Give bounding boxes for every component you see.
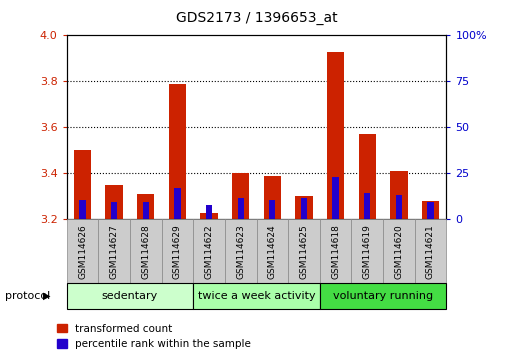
Bar bbox=[143, 202, 149, 219]
Text: GSM114621: GSM114621 bbox=[426, 224, 435, 279]
Legend: transformed count, percentile rank within the sample: transformed count, percentile rank withi… bbox=[56, 324, 251, 349]
Bar bbox=[295, 196, 312, 219]
Bar bbox=[390, 171, 407, 219]
Bar bbox=[238, 198, 244, 219]
Bar bbox=[359, 135, 376, 219]
Text: twice a week activity: twice a week activity bbox=[198, 291, 315, 301]
Text: ▶: ▶ bbox=[43, 291, 50, 301]
Text: sedentary: sedentary bbox=[102, 291, 158, 301]
Bar bbox=[422, 201, 439, 219]
Text: GSM114627: GSM114627 bbox=[110, 224, 119, 279]
Bar bbox=[106, 185, 123, 219]
Text: GSM114626: GSM114626 bbox=[78, 224, 87, 279]
Bar bbox=[74, 150, 91, 219]
Bar bbox=[232, 173, 249, 219]
Bar bbox=[169, 84, 186, 219]
Text: GSM114620: GSM114620 bbox=[394, 224, 403, 279]
Text: GDS2173 / 1396653_at: GDS2173 / 1396653_at bbox=[175, 11, 338, 25]
Text: GSM114622: GSM114622 bbox=[205, 224, 213, 279]
Bar bbox=[301, 198, 307, 219]
Bar bbox=[264, 176, 281, 219]
Text: GSM114625: GSM114625 bbox=[300, 224, 308, 279]
Bar bbox=[269, 200, 275, 219]
Bar bbox=[174, 188, 181, 219]
Bar bbox=[137, 194, 154, 219]
Text: voluntary running: voluntary running bbox=[333, 291, 433, 301]
Text: GSM114623: GSM114623 bbox=[236, 224, 245, 279]
Bar bbox=[332, 177, 339, 219]
Bar bbox=[396, 195, 402, 219]
Bar bbox=[80, 200, 86, 219]
Text: GSM114624: GSM114624 bbox=[268, 224, 277, 279]
Text: GSM114628: GSM114628 bbox=[141, 224, 150, 279]
Bar bbox=[201, 213, 218, 219]
Text: GSM114629: GSM114629 bbox=[173, 224, 182, 279]
Bar bbox=[327, 51, 344, 219]
Text: protocol: protocol bbox=[5, 291, 50, 301]
Bar bbox=[111, 202, 117, 219]
Bar bbox=[364, 193, 370, 219]
Text: GSM114618: GSM114618 bbox=[331, 224, 340, 279]
Bar bbox=[427, 202, 433, 219]
Text: GSM114619: GSM114619 bbox=[363, 224, 372, 279]
Bar bbox=[206, 205, 212, 219]
